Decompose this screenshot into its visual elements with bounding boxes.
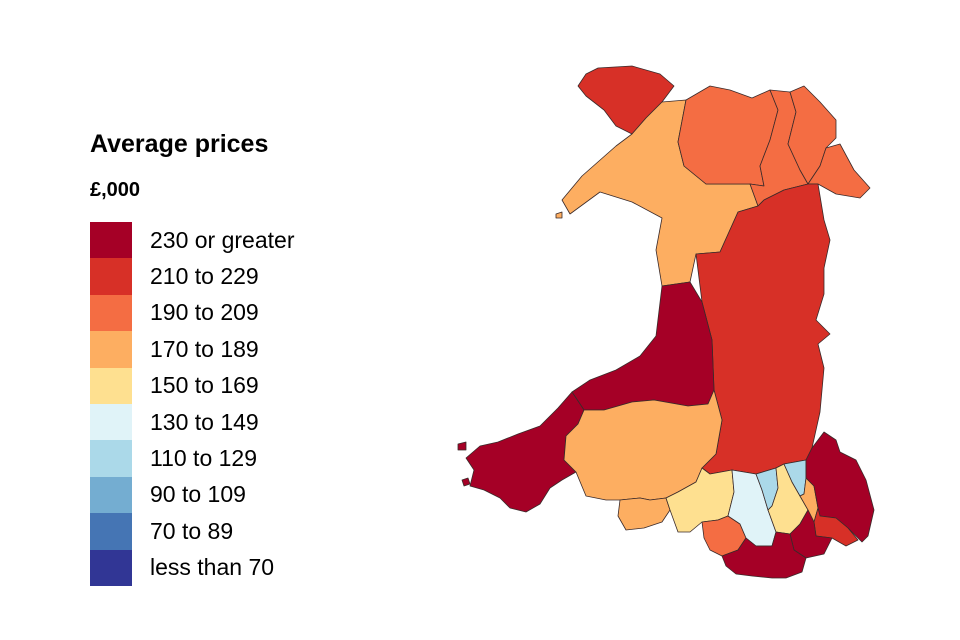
region-ceredigion xyxy=(571,281,715,411)
legend-swatch xyxy=(90,367,132,404)
legend-swatch xyxy=(90,258,132,295)
legend-item: 190 to 209 xyxy=(90,294,370,332)
map-legend: Average prices £,000 230 or greater 210 t… xyxy=(90,128,370,586)
legend-items: 230 or greater 210 to 229 190 to 209 170 to… xyxy=(90,222,370,586)
legend-label: 70 to 89 xyxy=(150,517,234,544)
island-bardsey xyxy=(555,211,563,219)
wales-choropleth-map xyxy=(457,65,875,579)
legend-item: 90 to 109 xyxy=(90,476,370,514)
legend-swatch xyxy=(90,513,132,550)
legend-item: 230 or greater xyxy=(90,222,370,259)
legend-label: 190 to 209 xyxy=(150,299,259,326)
region-vale-of-glamorgan xyxy=(721,531,807,579)
legend-item: 170 to 189 xyxy=(90,331,370,368)
legend-label: 130 to 149 xyxy=(150,408,259,435)
legend-item: 130 to 149 xyxy=(90,403,370,441)
legend-label: 210 to 229 xyxy=(150,263,259,290)
legend-item: 70 to 89 xyxy=(90,513,370,550)
legend-swatch xyxy=(90,222,132,259)
legend-item: 110 to 129 xyxy=(90,440,370,477)
legend-swatch xyxy=(90,294,132,332)
region-monmouthshire xyxy=(805,431,875,543)
legend-label: 90 to 109 xyxy=(150,481,246,508)
legend-swatch xyxy=(90,331,132,368)
legend-label: 110 to 129 xyxy=(150,445,258,472)
legend-item: 150 to 169 xyxy=(90,367,370,404)
legend-subtitle: £,000 xyxy=(90,179,141,201)
legend-swatch xyxy=(90,440,132,477)
region-wrexham xyxy=(807,143,871,199)
region-swansea xyxy=(617,497,671,531)
legend-swatch xyxy=(90,403,132,441)
legend-swatch xyxy=(90,476,132,514)
legend-item: 210 to 229 xyxy=(90,258,370,295)
island-ramsey xyxy=(457,441,467,451)
legend-item: less than 70 xyxy=(90,549,370,586)
legend-label: 230 or greater xyxy=(150,226,295,253)
island-skomer xyxy=(461,477,471,487)
legend-title: Average prices xyxy=(90,130,269,158)
legend-swatch xyxy=(90,549,132,586)
legend-label: 150 to 169 xyxy=(150,372,259,399)
legend-label: 170 to 189 xyxy=(150,335,259,362)
legend-label: less than 70 xyxy=(150,554,275,581)
